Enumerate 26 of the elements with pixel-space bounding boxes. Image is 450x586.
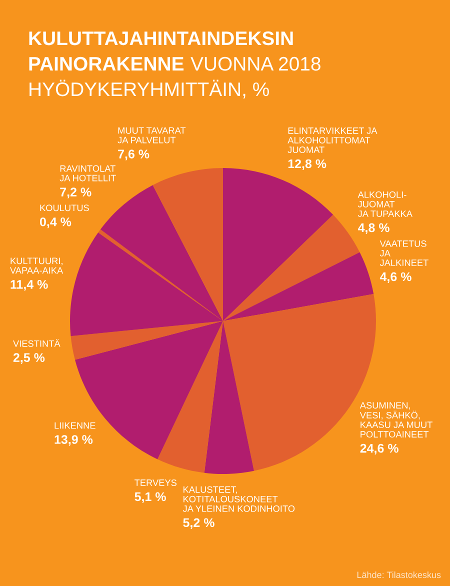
data-label: 4,6 % xyxy=(380,272,412,283)
data-label: 7,2 % xyxy=(60,188,92,198)
slice-label: VIESTINTÄ xyxy=(13,339,60,347)
slice-label: MUUT TAVARAT JA PALVELUT xyxy=(118,127,186,144)
data-label: 7,6 % xyxy=(118,150,150,160)
slice-label: VAATETUS JA JALKINEET xyxy=(380,240,428,266)
data-label: 11,4 % xyxy=(10,280,48,291)
data-label: 5,1 % xyxy=(134,492,166,503)
data-label: 4,8 % xyxy=(358,223,390,234)
data-label: 24,6 % xyxy=(360,444,398,455)
text: Lähde: Tilastokeskus xyxy=(357,571,441,578)
slice-label: KULTTUURI, VAPAA-AIKA xyxy=(10,258,64,274)
data-label: 0,4 % xyxy=(40,217,72,228)
slice-label: LIIKENNE xyxy=(54,422,96,429)
data-label: 12,8 % xyxy=(288,159,326,170)
slice-label: RAVINTOLAT JA HOTELLIT xyxy=(60,165,116,182)
slice-label: KOULUTUS xyxy=(40,204,89,212)
slice-label: ELINTARVIKKEET JA ALKOHOLITTOMAT JUOMAT xyxy=(288,128,378,154)
slice-label: ALKOHOLI- JUOMAT JA TUPAKKA xyxy=(358,191,412,217)
pie-slice xyxy=(98,229,223,321)
data-label: 13,9 % xyxy=(54,435,93,446)
slice-label: KALUSTEET, KOTITALOUSKONEET JA YLEINEN KODINHOITO xyxy=(182,486,295,512)
data-label: 2,5 % xyxy=(13,353,45,364)
slice-label: TERVEYS xyxy=(134,479,177,486)
data-label: 5,2 % xyxy=(183,518,214,529)
slice-label: ASUMINEN, VESI, SÄHKÖ, KAASU JA MUUT POLTTOAINEET xyxy=(360,402,432,438)
